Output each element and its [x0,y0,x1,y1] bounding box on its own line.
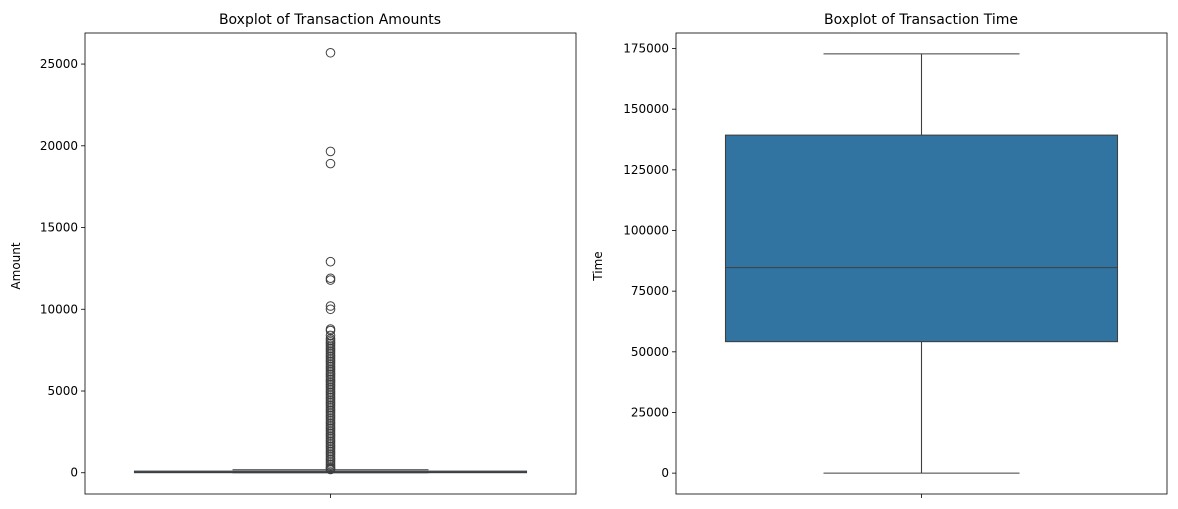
left-y-tick-label: 25000 [40,57,78,71]
left-outlier-point [325,301,336,311]
left-outlier-point [325,256,336,267]
left-chart-title: Boxplot of Transaction Amounts [219,12,441,28]
right-y-tick-label: 25000 [631,405,669,419]
right-plot-area: 0 25000 50000 75000 100000 125000 150000 175000 [623,32,1168,498]
left-outlier-point [325,304,336,315]
right-box [724,134,1119,343]
right-y-tick-label: 50000 [631,345,669,359]
left-panel: Boxplot of Transaction Amounts 0 5000 1000… [9,12,577,498]
left-outlier-point [325,275,336,285]
left-y-tick-label: 10000 [40,302,78,316]
right-y-tick-label: 100000 [623,224,669,238]
right-y-axis-label: Time [591,251,605,281]
right-y-tick-label: 175000 [623,42,669,56]
left-outlier-point [325,158,336,169]
left-y-tick-label: 5000 [47,384,78,398]
left-plot-area: 0 5000 10000 15000 20000 25000 [40,32,577,498]
right-chart-title: Boxplot of Transaction Time [824,12,1018,28]
right-panel: Boxplot of Transaction Time 0 25000 50000 7… [591,12,1168,498]
left-y-tick-label: 20000 [40,139,78,153]
right-y-tick-label: 150000 [623,102,669,116]
left-outlier-point [325,47,336,58]
left-y-tick-label: 0 [70,466,78,480]
right-y-tick-label: 75000 [631,284,669,298]
left-y-tick-label: 15000 [40,221,78,235]
right-y-tick-label: 125000 [623,163,669,177]
left-outlier-point [325,146,336,157]
right-y-tick-label: 0 [661,466,669,480]
left-outlier-point [325,464,336,475]
left-y-axis-label: Amount [9,242,23,289]
